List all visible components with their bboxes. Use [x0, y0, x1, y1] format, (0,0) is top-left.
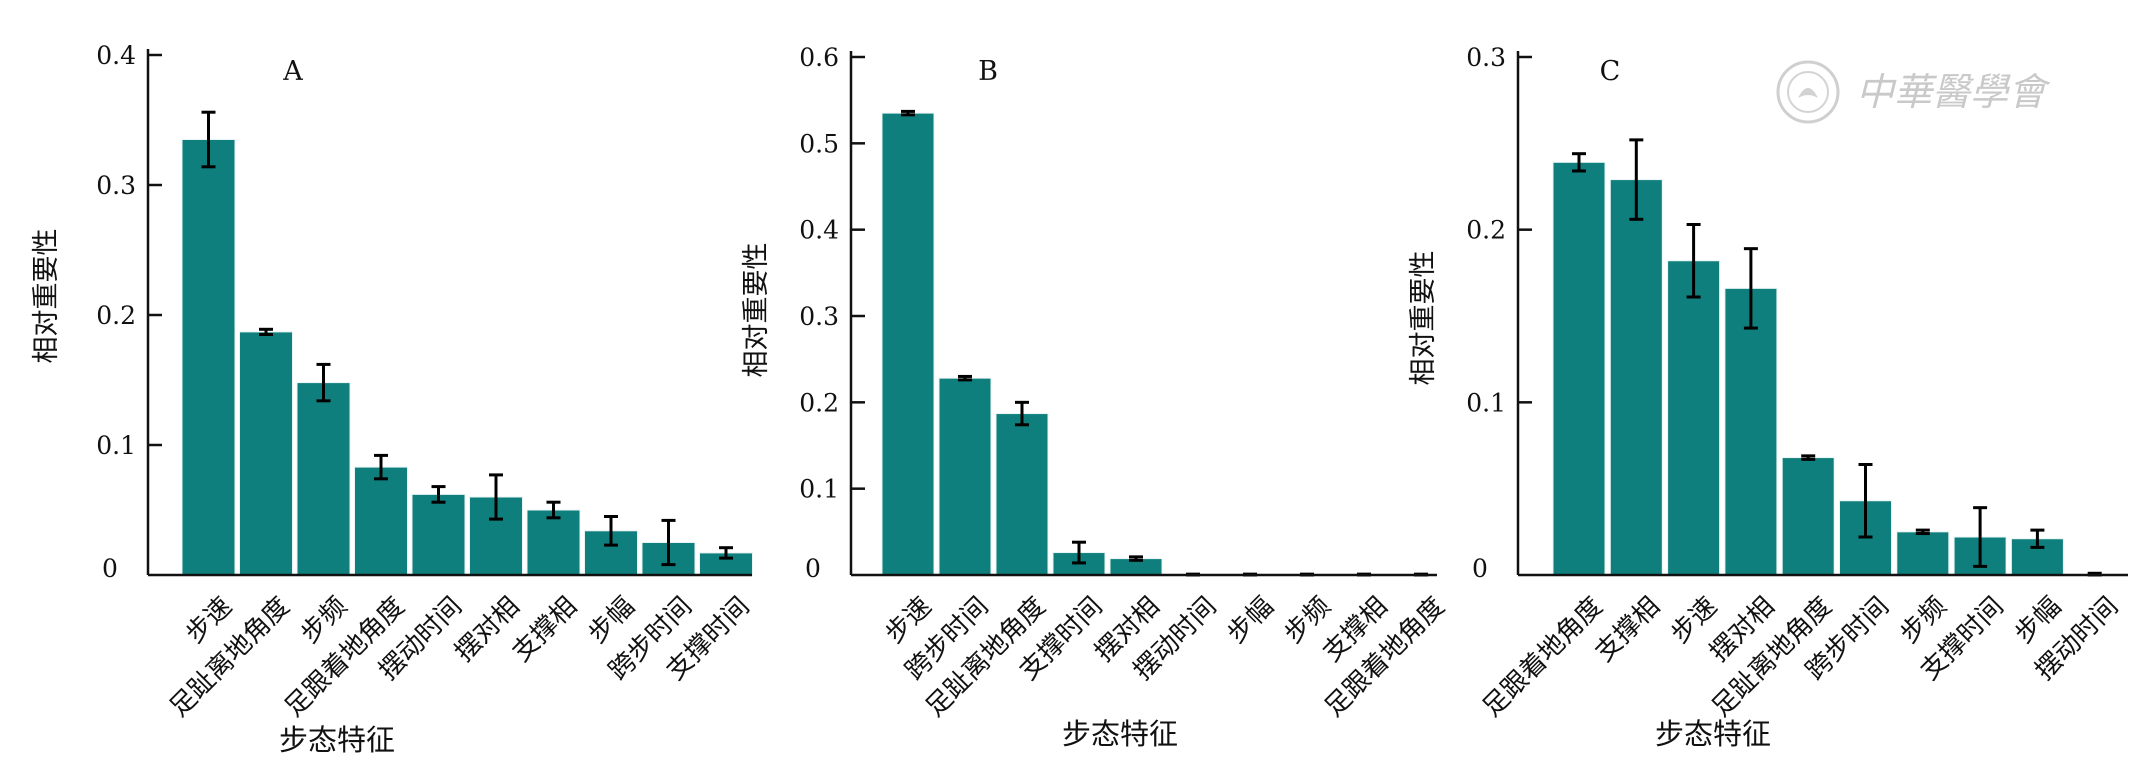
watermark-seal-icon	[1776, 60, 1840, 124]
x-tick-label: 步幅	[1222, 591, 1280, 649]
x-tick-label: 支撑相	[1590, 591, 1666, 667]
x-tick-label: 足跟着地角度	[1477, 591, 1609, 723]
bar	[881, 112, 935, 576]
bar	[1724, 287, 1778, 576]
y-tick-label: 0.4	[799, 216, 839, 245]
y-tick-label: 0.2	[1466, 216, 1506, 245]
bar	[354, 466, 408, 576]
bar	[1667, 260, 1721, 576]
y-tick-label: 0.3	[96, 171, 136, 200]
chart-panels: 00.10.20.30.4步速足趾离地角度 步频足跟着地角度摆动时间摆对相支撑相步…	[31, 41, 2128, 757]
bar	[181, 139, 236, 576]
bar	[296, 382, 351, 576]
bar	[1896, 531, 1950, 576]
panel-label: C	[1600, 56, 1621, 87]
x-axis-label: 步态特征	[279, 723, 395, 757]
y-tick-label: 0	[102, 554, 118, 583]
panel-label: A	[282, 56, 303, 87]
y-tick-label: 0.5	[799, 129, 839, 158]
y-tick-label: 0.1	[1466, 388, 1506, 417]
y-axis-label: 相对重要性	[741, 243, 772, 378]
bar	[411, 493, 466, 576]
x-tick-label: 支撑相	[507, 591, 583, 667]
y-tick-label: 0	[805, 554, 821, 583]
y-tick-label: 0.6	[799, 43, 839, 72]
y-tick-label: 0.2	[799, 388, 839, 417]
y-tick-label: 0.1	[96, 431, 136, 460]
watermark-seal-inner-ring	[1787, 71, 1829, 113]
bar	[995, 413, 1049, 576]
panel-label: B	[978, 56, 998, 87]
y-tick-label: 0.1	[799, 475, 839, 504]
bar	[1609, 179, 1663, 576]
x-tick-label: 摆对相	[449, 591, 525, 667]
y-tick-label: 0.2	[96, 301, 136, 330]
bar	[239, 331, 293, 576]
bar	[1552, 161, 1606, 576]
watermark: 中華醫學會	[1776, 60, 2051, 124]
chart-panel-b: 00.10.20.30.40.50.6步速跨步时间足趾离地角度支撑时间摆对相摆动…	[741, 43, 1451, 751]
bar	[526, 509, 581, 576]
bar	[1781, 457, 1835, 576]
y-axis-label: 相对重要性	[31, 229, 62, 364]
y-tick-label: 0.3	[1466, 43, 1506, 72]
y-tick-label: 0.4	[96, 41, 136, 70]
y-tick-label: 0	[1472, 554, 1488, 583]
chart-panel-a: 00.10.20.30.4步速足趾离地角度 步频足跟着地角度摆动时间摆对相支撑相步…	[31, 41, 756, 757]
watermark-text: 中華醫學會	[1856, 70, 2051, 114]
bar	[938, 377, 992, 576]
x-axis-label: 步态特征	[1062, 717, 1178, 751]
y-tick-label: 0.3	[799, 302, 839, 331]
y-axis-label: 相对重要性	[1408, 251, 1439, 386]
watermark-seal-mark	[1798, 88, 1818, 98]
x-axis-label: 步态特征	[1655, 717, 1771, 751]
